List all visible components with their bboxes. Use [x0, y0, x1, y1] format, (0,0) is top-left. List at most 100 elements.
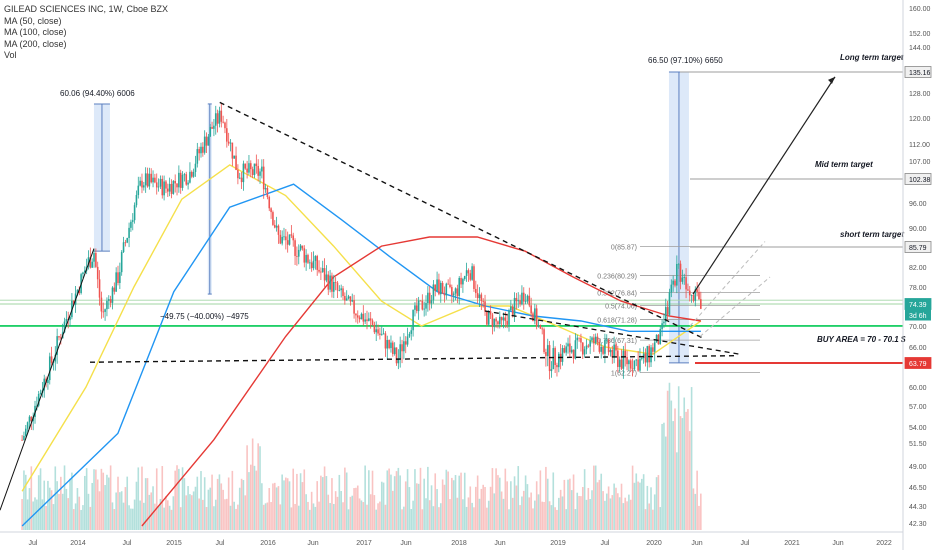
legend-ma200[interactable]: MA (200, close)	[4, 38, 67, 49]
volume-bar	[152, 486, 154, 530]
annotation-label: Mid term target	[815, 160, 873, 169]
volume-bar	[613, 483, 615, 530]
volume-bar	[305, 494, 307, 530]
candle-body	[288, 234, 291, 245]
price-axis-badge	[904, 66, 932, 78]
candle-body	[196, 149, 199, 164]
volume-bar	[617, 493, 619, 530]
volume-bar	[408, 487, 411, 530]
ma100-line	[21, 183, 701, 527]
candle-body	[172, 180, 175, 194]
candle-body	[251, 169, 254, 175]
candle-body	[366, 319, 368, 321]
volume-bar	[415, 483, 418, 530]
price-axis-badge	[904, 173, 932, 185]
volume-bar	[303, 469, 306, 530]
volume-bar	[318, 501, 320, 530]
volume-bar	[52, 504, 55, 530]
volume-bar	[519, 505, 521, 530]
candle-body	[161, 178, 164, 196]
candle-body	[382, 333, 385, 335]
volume-bar	[154, 503, 156, 530]
volume-bar	[85, 468, 88, 530]
time-tick-label: 2015	[166, 540, 182, 547]
candle-body	[231, 142, 234, 159]
candle-body	[469, 273, 472, 280]
volume-bar	[106, 474, 108, 530]
candle-body	[163, 181, 165, 196]
volume-bar	[91, 482, 93, 530]
candle-body	[581, 342, 584, 355]
volume-bar	[410, 509, 413, 530]
candle-body	[565, 346, 567, 353]
candle-body	[320, 271, 322, 273]
volume-bar	[143, 502, 145, 530]
price-tick-label: 70.00	[909, 324, 927, 331]
candle-body	[681, 277, 684, 282]
fib-level-label: 0.786(67.31)	[597, 338, 637, 345]
candle-body	[583, 349, 586, 355]
volume-bar	[273, 482, 276, 530]
candle-body	[403, 341, 405, 352]
candle-body	[143, 185, 145, 188]
volume-bar	[572, 474, 575, 530]
volume-bar	[82, 505, 84, 530]
candle-body	[388, 340, 390, 349]
volume-bar	[694, 493, 697, 530]
volume-bar	[301, 482, 304, 530]
annotation-measure: 60.06 (94.40%) 6006	[60, 89, 135, 98]
volume-bar	[644, 509, 647, 530]
candle-body	[150, 173, 153, 183]
volume-bar	[135, 481, 138, 530]
volume-bar	[539, 470, 542, 530]
candle-body	[687, 289, 689, 291]
volume-bar	[522, 490, 525, 530]
candle-body	[688, 290, 691, 296]
volume-bar	[325, 476, 328, 530]
candle-body	[646, 346, 649, 363]
candle-body	[607, 339, 610, 353]
candle-body	[312, 260, 315, 269]
volume-bar	[674, 408, 676, 530]
volume-bar	[344, 467, 346, 530]
volume-bar	[382, 482, 385, 530]
volume-bar	[104, 485, 106, 530]
wedge-line	[484, 310, 741, 355]
candle-body	[700, 299, 702, 309]
volume-bar	[493, 493, 496, 530]
volume-bar	[380, 481, 383, 530]
candle-body	[443, 293, 446, 296]
candle-body	[262, 166, 265, 190]
candle-body	[602, 346, 604, 354]
candle-body	[676, 263, 678, 286]
volume-bar	[312, 503, 315, 530]
legend-ma50[interactable]: MA (50, close)	[4, 15, 62, 26]
candle-body	[652, 347, 654, 352]
candle-body	[165, 181, 167, 189]
volume-bar	[567, 479, 569, 530]
candle-body	[72, 300, 75, 305]
candle-body	[491, 314, 494, 328]
candle-body	[698, 291, 700, 300]
volume-bar	[297, 505, 300, 530]
candle-body	[371, 320, 374, 325]
candle-body	[441, 282, 444, 294]
legend-ma100[interactable]: MA (100, close)	[4, 27, 67, 37]
candle-body	[36, 405, 38, 407]
volume-bar	[502, 498, 505, 530]
candle-body	[310, 262, 313, 269]
legend-vol[interactable]: Vol	[4, 50, 17, 60]
candle-body	[567, 343, 569, 347]
volume-bar	[397, 467, 400, 530]
volume-bar	[168, 505, 171, 530]
symbol-title[interactable]: GILEAD SCIENCES INC, 1W, Cboe BZX	[4, 4, 169, 14]
volume-bar	[565, 509, 567, 530]
time-tick-label: 2019	[550, 540, 566, 547]
candle-body	[373, 324, 376, 333]
candle-body	[587, 345, 590, 347]
candle-body	[249, 163, 252, 170]
volume-bar	[72, 509, 75, 530]
candle-body	[159, 178, 162, 187]
volume-bar	[196, 476, 199, 530]
